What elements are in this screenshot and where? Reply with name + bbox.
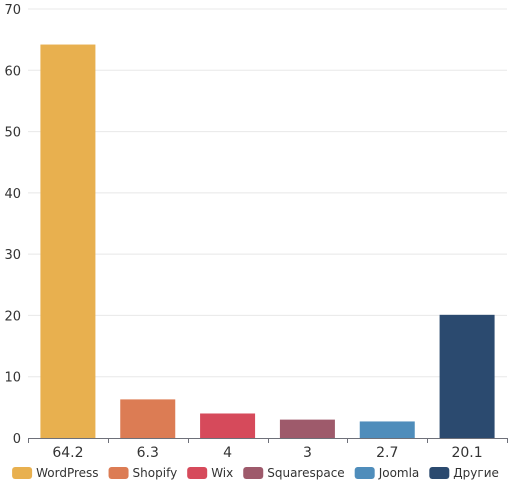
x-tick-label: 20.1 — [451, 445, 482, 461]
legend-item[interactable]: Squarespace — [243, 466, 345, 480]
y-tick-label: 70 — [4, 3, 21, 18]
bar-joomla[interactable] — [359, 421, 415, 438]
legend-label: Другие — [453, 466, 499, 480]
legend-item[interactable]: Wix — [187, 466, 233, 480]
legend-label: Joomla — [378, 466, 420, 480]
legend-swatch — [243, 467, 264, 479]
y-axis-ticks: 0 10 20 30 40 50 60 70 — [4, 3, 21, 447]
legend-swatch — [429, 467, 450, 479]
x-tick-label: 2.7 — [376, 445, 398, 461]
legend-label: Shopify — [133, 466, 178, 480]
bars — [40, 44, 495, 438]
legend-swatch — [108, 467, 129, 479]
bar-squarespace[interactable] — [279, 419, 335, 438]
x-tick-label: 4 — [223, 445, 232, 461]
x-axis-ticks: 64.2 6.3 4 3 2.7 20.1 — [52, 445, 482, 461]
legend-item[interactable]: Joomla — [354, 466, 420, 480]
x-tick-label: 64.2 — [52, 445, 83, 461]
bar-shopify[interactable] — [120, 399, 176, 438]
legend-item[interactable]: Shopify — [108, 466, 178, 480]
grid-lines — [28, 8, 507, 378]
legend[interactable]: WordPress Shopify Wix Squarespace Joomla Друг… — [12, 466, 499, 480]
legend-label: WordPress — [36, 466, 98, 480]
bar-другие[interactable] — [439, 314, 495, 438]
legend-label: Wix — [211, 466, 233, 480]
bar-wordpress[interactable] — [40, 44, 96, 438]
y-tick-label: 10 — [4, 371, 21, 386]
legend-swatch — [354, 467, 375, 479]
legend-item[interactable]: Другие — [429, 466, 499, 480]
y-tick-label: 0 — [13, 432, 21, 447]
bar-wix[interactable] — [200, 413, 256, 438]
x-tick-label: 6.3 — [137, 445, 159, 461]
y-tick-label: 50 — [4, 126, 21, 141]
x-axis — [28, 438, 508, 443]
legend-item[interactable]: WordPress — [12, 466, 99, 480]
legend-swatch — [187, 467, 208, 479]
y-tick-label: 20 — [4, 309, 21, 324]
y-tick-label: 60 — [4, 64, 21, 79]
legend-label: Squarespace — [267, 466, 344, 480]
x-tick-label: 3 — [303, 445, 312, 461]
y-tick-label: 30 — [4, 248, 21, 263]
y-tick-label: 40 — [4, 187, 21, 202]
legend-swatch — [12, 467, 33, 479]
